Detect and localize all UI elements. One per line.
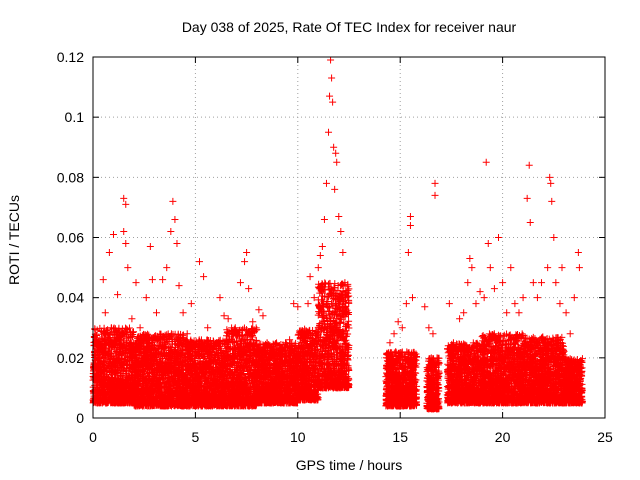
x-tick-label: 0 xyxy=(89,429,97,445)
y-tick-label: 0.04 xyxy=(57,290,84,306)
x-tick-label: 20 xyxy=(495,429,511,445)
data-point xyxy=(111,361,119,369)
data-point xyxy=(90,388,98,396)
data-points xyxy=(89,56,586,413)
data-point xyxy=(113,355,121,363)
chart-title: Day 038 of 2025, Rate Of TEC Index for r… xyxy=(182,19,517,35)
data-point xyxy=(101,354,109,362)
data-point xyxy=(116,332,124,340)
x-tick-label: 25 xyxy=(597,429,613,445)
y-tick-label: 0.02 xyxy=(57,350,84,366)
y-tick-label: 0.1 xyxy=(65,109,85,125)
data-point xyxy=(119,331,127,339)
data-point xyxy=(96,324,104,332)
x-axis-label: GPS time / hours xyxy=(296,457,403,473)
data-point xyxy=(115,351,122,359)
x-tick-label: 10 xyxy=(290,429,306,445)
data-point xyxy=(101,330,109,338)
data-point xyxy=(105,359,113,367)
data-point xyxy=(105,331,113,339)
y-tick-label: 0.12 xyxy=(57,49,84,65)
y-tick-label: 0.08 xyxy=(57,169,84,185)
data-point xyxy=(127,330,135,338)
data-point xyxy=(119,329,127,337)
y-tick-label: 0.06 xyxy=(57,230,84,246)
data-point xyxy=(109,337,117,345)
y-axis-label: ROTI / TECUs xyxy=(6,195,22,285)
x-tick-label: 15 xyxy=(392,429,408,445)
data-point xyxy=(90,397,98,405)
x-tick-label: 5 xyxy=(192,429,200,445)
axis-ticks: 0 0.02 0.04 0.06 0.08 0.1 0.12 0 5 10 15 20 25 xyxy=(57,49,613,445)
y-tick-label: 0 xyxy=(76,410,84,426)
data-point xyxy=(105,383,113,391)
